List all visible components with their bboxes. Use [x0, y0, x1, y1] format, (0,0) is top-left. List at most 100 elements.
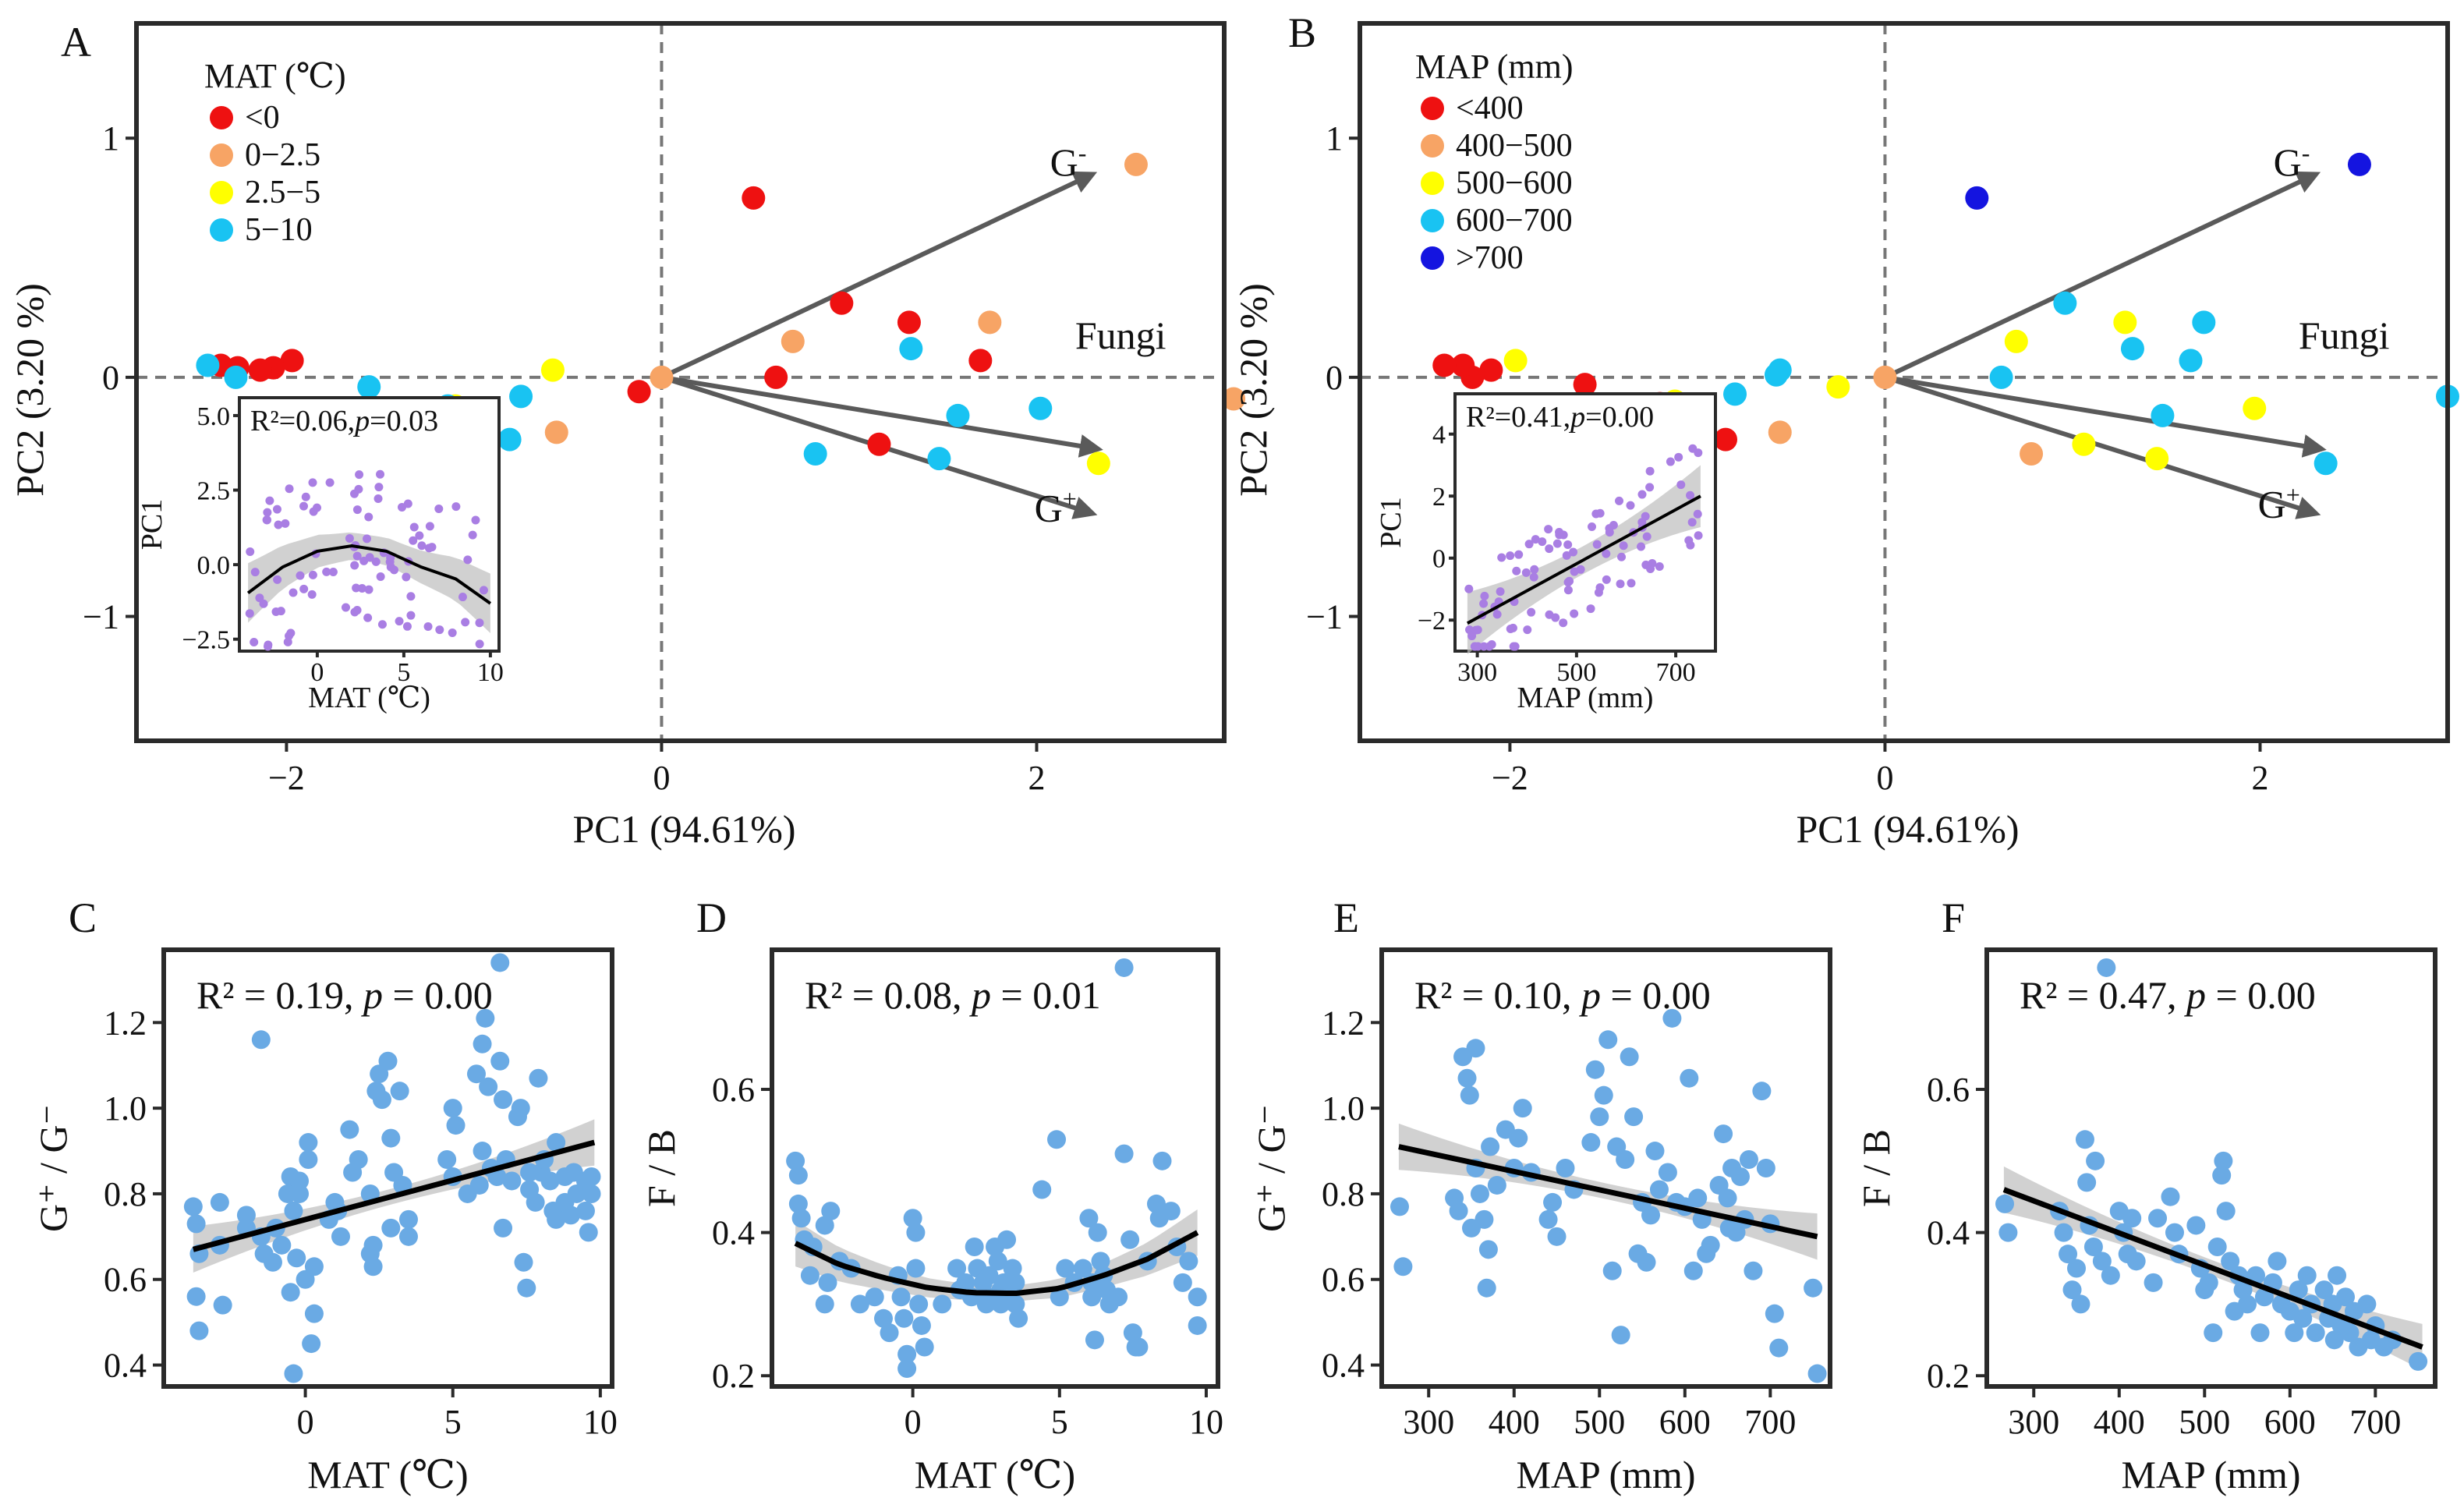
- inset-data-point: [301, 492, 310, 501]
- x-tick-label: −2: [268, 759, 305, 797]
- inset-data-point: [328, 568, 338, 577]
- inset-data-point: [1552, 539, 1562, 548]
- inset-data-point: [402, 621, 412, 631]
- data-point: [865, 1287, 884, 1307]
- inset-data-point: [1627, 579, 1636, 588]
- x-tick-label: 2: [1028, 759, 1045, 797]
- inset-x-tick-label: 0: [310, 658, 324, 687]
- data-point: [1701, 1235, 1720, 1255]
- y-tick-label: 0.6: [1927, 1071, 1970, 1109]
- legend-swatch: [1421, 134, 1444, 158]
- x-tick-label: 400: [2094, 1403, 2145, 1441]
- data-point: [1598, 1030, 1618, 1050]
- legend-swatch: [210, 106, 233, 129]
- inset-data-point: [289, 588, 298, 597]
- data-point: [830, 291, 854, 315]
- data-point: [2289, 1280, 2308, 1300]
- data-point: [2122, 1209, 2142, 1228]
- data-point: [788, 1194, 808, 1213]
- data-point: [1585, 1060, 1605, 1079]
- data-point: [517, 1278, 536, 1298]
- data-point: [1641, 1206, 1660, 1225]
- inset-y-axis-label: PC1: [136, 499, 168, 550]
- inset-data-point: [262, 515, 271, 525]
- data-point: [2097, 958, 2116, 977]
- data-point: [497, 427, 522, 451]
- data-point: [398, 1227, 418, 1246]
- inset-plot: 300 500 700 4 2 0 −2 MAP (mm) PC1 R²=0.41,p=0.00: [1375, 392, 1717, 714]
- x-axis-label: PC1 (94.61%): [572, 807, 795, 851]
- inset-data-point: [1602, 575, 1611, 584]
- stat-label: R² = 0.47, p = 0.00: [2020, 973, 2316, 1017]
- x-axis-label: MAP (mm): [2121, 1453, 2300, 1496]
- data-point: [818, 1273, 837, 1292]
- y-tick-label: 0.2: [1927, 1357, 1970, 1395]
- data-point: [1088, 1223, 1107, 1242]
- plot-frame: [1984, 947, 2437, 1389]
- legend-label: 5−10: [245, 212, 313, 248]
- data-point: [899, 337, 923, 361]
- inset-data-point: [1693, 509, 1702, 519]
- x-tick-label: 5: [1051, 1403, 1068, 1441]
- data-point: [213, 1295, 232, 1315]
- data-point: [815, 1294, 834, 1314]
- y-tick-label: 0.2: [712, 1357, 755, 1395]
- y-tick-label: 0.4: [104, 1347, 147, 1385]
- inset-data-point: [415, 531, 424, 540]
- plot-frame: [161, 947, 614, 1389]
- y-axis-label: PC2 (3.20 %): [1231, 283, 1275, 497]
- y-axis-label: G⁺ / G⁻: [31, 1104, 75, 1232]
- data-point: [1129, 1337, 1149, 1357]
- inset-data-point: [250, 637, 259, 646]
- data-point: [874, 1308, 893, 1328]
- inset-confidence-band: [248, 532, 490, 634]
- data-point: [304, 1257, 324, 1277]
- y-tick-label: 1: [102, 119, 119, 158]
- inset-data-point: [309, 507, 318, 516]
- data-point: [579, 1223, 598, 1242]
- data-point: [299, 1133, 318, 1153]
- data-point: [509, 384, 533, 409]
- inset-data-point: [1524, 540, 1534, 549]
- y-axis-label: PC2 (3.20 %): [8, 283, 51, 497]
- data-point: [1611, 1326, 1630, 1345]
- data-point: [2204, 1323, 2223, 1343]
- data-point: [1714, 1124, 1733, 1144]
- legend-swatch: [210, 143, 233, 167]
- inset-y-tick-label: 0.0: [197, 551, 231, 580]
- inset-data-point: [451, 502, 461, 512]
- inset-data-point: [1509, 642, 1518, 651]
- inset-data-point: [1530, 565, 1539, 574]
- fit-line: [2002, 1187, 2423, 1350]
- inset-x-tick-label: 10: [477, 658, 504, 687]
- data-point: [357, 375, 381, 399]
- inset-data-point: [1497, 553, 1506, 562]
- data-point: [1470, 1184, 1489, 1203]
- y-tick-label: 0.4: [1322, 1347, 1365, 1385]
- data-point: [1768, 420, 1792, 444]
- data-point: [1114, 958, 1134, 977]
- legend-swatch: [210, 181, 233, 204]
- data-point: [1073, 1259, 1092, 1278]
- data-point: [494, 1218, 513, 1238]
- data-point: [1989, 365, 2013, 389]
- x-axis-label: PC1 (94.61%): [1796, 807, 2019, 851]
- inset-data-point: [395, 617, 404, 626]
- inset-data-point: [475, 639, 484, 649]
- data-point: [1769, 1338, 1789, 1358]
- data-point: [1616, 1150, 1635, 1170]
- inset-y-tick-label: 2: [1432, 483, 1446, 512]
- data-point: [381, 1218, 401, 1238]
- data-point: [2357, 1294, 2377, 1314]
- data-point: [1006, 1294, 1025, 1314]
- data-point: [210, 1192, 229, 1212]
- data-point: [2409, 1351, 2428, 1371]
- vector-label-gneg: G-: [2274, 139, 2310, 184]
- data-point: [544, 420, 568, 444]
- legend-label: >700: [1456, 240, 1524, 276]
- data-point: [1161, 1202, 1181, 1221]
- y-tick-label: 0: [102, 359, 119, 397]
- data-point: [894, 1308, 914, 1328]
- data-point: [1475, 1209, 1494, 1229]
- inset-data-point: [1464, 584, 1474, 593]
